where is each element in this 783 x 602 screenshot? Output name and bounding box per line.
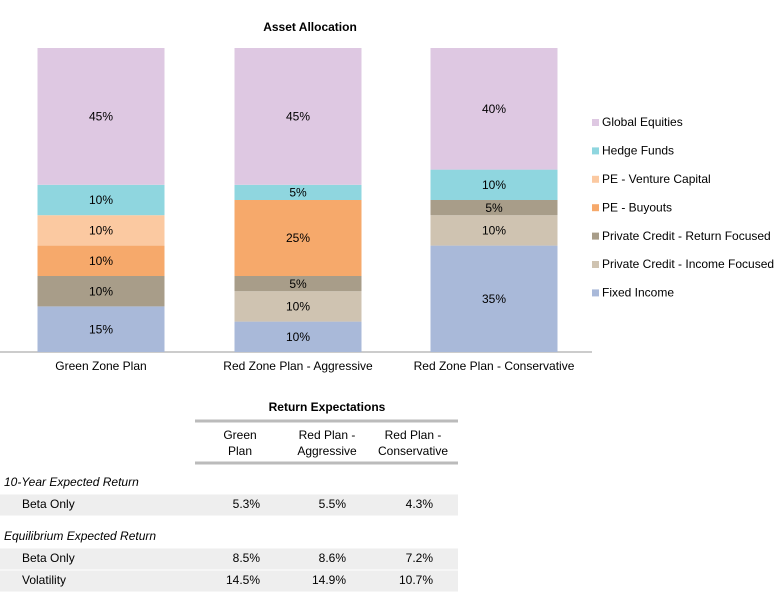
cell: 5.3% xyxy=(233,497,261,511)
bar-segment xyxy=(37,306,165,352)
column-header: Red Plan - xyxy=(299,428,356,442)
data-label: 5% xyxy=(289,277,307,291)
row-background xyxy=(0,548,458,570)
bar-segment xyxy=(37,276,165,307)
bar-segment xyxy=(37,215,165,246)
column-header: Red Plan - xyxy=(385,428,442,442)
legend-label: Private Credit - Income Focused xyxy=(602,257,774,271)
bar-segment xyxy=(234,276,362,292)
legend-swatch xyxy=(592,289,599,297)
section-title: 10-Year Expected Return xyxy=(4,475,139,489)
legend-swatch xyxy=(592,232,599,240)
bar-segment xyxy=(37,184,165,216)
data-label: 45% xyxy=(89,110,113,124)
data-label: 10% xyxy=(89,254,113,268)
legend-label: Private Credit - Return Focused xyxy=(602,229,771,243)
row-label: Volatility xyxy=(22,573,66,587)
cell: 5.5% xyxy=(319,497,347,511)
legend-label: PE - Buyouts xyxy=(602,200,672,214)
data-label: 10% xyxy=(89,224,113,238)
column-header: Conservative xyxy=(378,444,448,458)
cell: 8.6% xyxy=(319,551,347,565)
data-label: 45% xyxy=(286,110,310,124)
data-label: 35% xyxy=(482,292,506,306)
data-label: 10% xyxy=(89,193,113,207)
x-tick-label: Red Zone Plan - Aggressive xyxy=(223,359,373,373)
row-background xyxy=(0,570,458,592)
cell: 14.9% xyxy=(312,573,346,587)
data-label: 5% xyxy=(289,186,307,200)
legend-swatch xyxy=(592,175,599,183)
bar-segment xyxy=(234,48,362,185)
row-label: Beta Only xyxy=(22,551,75,565)
bar-segment xyxy=(234,184,362,200)
legend-swatch xyxy=(592,261,599,268)
column-header: Green xyxy=(223,428,256,442)
legend-label: PE - Venture Capital xyxy=(602,172,711,186)
legend-label: Global Equities xyxy=(602,115,683,129)
cell: 4.3% xyxy=(406,497,434,511)
legend-swatch xyxy=(592,119,599,126)
data-label: 10% xyxy=(286,330,310,344)
bar-segment xyxy=(37,48,165,185)
column-header: Aggressive xyxy=(297,444,357,458)
row-label: Beta Only xyxy=(22,497,75,511)
bar-segment xyxy=(234,200,362,276)
bar-segment xyxy=(430,215,558,246)
x-tick-label: Green Zone Plan xyxy=(55,359,146,373)
bar-segment xyxy=(430,245,558,352)
cell: 14.5% xyxy=(226,573,260,587)
data-label: 25% xyxy=(286,231,310,245)
legend-swatch xyxy=(592,147,599,155)
data-label: 10% xyxy=(89,284,113,298)
data-label: 15% xyxy=(89,322,113,336)
bar-segment xyxy=(430,200,558,216)
bar-segment xyxy=(430,48,558,170)
x-tick-label: Red Zone Plan - Conservative xyxy=(414,359,575,373)
column-header: Plan xyxy=(228,444,252,458)
legend-swatch xyxy=(592,204,599,212)
row-background xyxy=(0,494,458,516)
bar-segment xyxy=(37,245,165,276)
legend-label: Hedge Funds xyxy=(602,144,674,158)
cell: 7.2% xyxy=(406,551,434,565)
data-label: 10% xyxy=(286,300,310,314)
data-label: 10% xyxy=(482,178,506,192)
cell: 10.7% xyxy=(399,573,433,587)
table-title: Return Expectations xyxy=(269,400,386,414)
data-label: 40% xyxy=(482,102,506,116)
bar-segment xyxy=(234,321,362,352)
legend-label: Fixed Income xyxy=(602,286,674,300)
bar-segment xyxy=(430,169,558,200)
data-label: 10% xyxy=(482,224,506,238)
cell: 8.5% xyxy=(233,551,261,565)
data-label: 5% xyxy=(485,201,503,215)
section-title: Equilibrium Expected Return xyxy=(4,529,156,543)
chart-title: Asset Allocation xyxy=(263,20,357,34)
bar-segment xyxy=(234,291,362,322)
